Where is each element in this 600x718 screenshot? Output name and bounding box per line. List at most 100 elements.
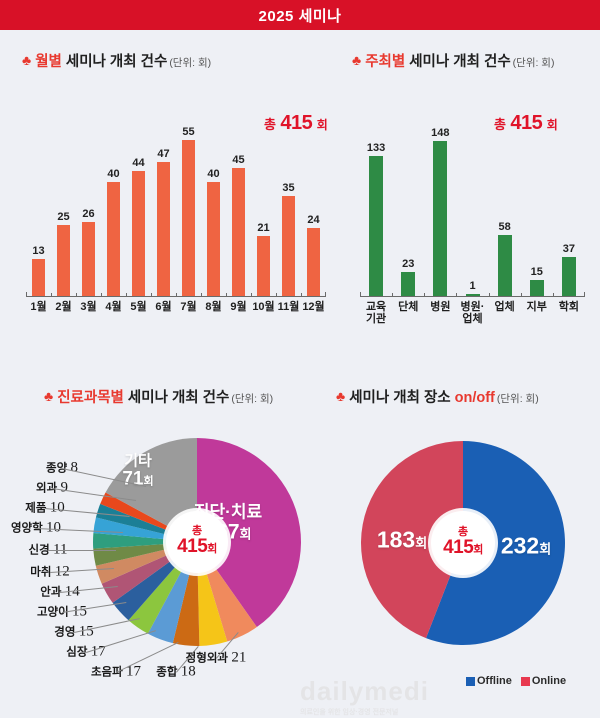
section-title-rest: 세미나 개최 건수 [409,54,511,70]
bar[interactable]: 148 [431,127,450,296]
total-value: 415 [280,112,313,134]
axis-tick [301,293,302,297]
section-title-unit: (단위: 회) [496,393,539,405]
pie-slice-name: 심장 [66,646,88,659]
legend-item[interactable]: Online [520,675,566,687]
bar-value-label: 47 [157,148,170,161]
total-suffix: 회 [316,118,328,132]
bar-fill [497,235,512,296]
axis-tick [176,293,177,297]
pie-slice[interactable] [105,438,197,542]
bar[interactable]: 1 [465,280,480,296]
bar[interactable]: 23 [401,258,416,296]
pie-slice-value: 18 [180,663,196,680]
center-prefix: 총 [457,525,469,538]
bar-fill [561,257,576,296]
total-prefix: 총 [264,117,276,132]
bar-fill [529,280,544,296]
pie-slice-name: 신경 [28,544,50,557]
section-title-rest: 세미나 개최 건수 [65,54,168,70]
bar[interactable]: 13 [32,245,45,296]
x-axis-label: 6월 [155,301,172,313]
bar-value-label: 26 [82,208,95,221]
bar[interactable]: 40 [207,168,220,296]
bar-fill [465,294,480,296]
pie-slice[interactable] [197,438,302,628]
bar-fill [401,271,416,296]
bar[interactable]: 44 [132,157,145,296]
pie-callout-label: 신경 11 [29,542,68,559]
bar[interactable]: 45 [232,154,245,296]
section-title-rest: 세미나 개최 건수 [127,390,230,406]
axis-tick [126,293,127,297]
section-title-highlight: 진료과목별 [57,390,124,406]
bar[interactable]: 58 [497,221,512,296]
total-value: 415 [510,112,543,134]
page-header: 2025 세미나 [0,0,600,30]
axis-endcap [360,292,361,297]
center-prefix: 총 [191,524,203,537]
donut-slice[interactable] [360,441,463,639]
axis-tick [226,293,227,297]
section-title-onoff: on/off [454,390,495,406]
clover-icon: ♣ [336,388,346,404]
pie-leader-line [48,550,116,551]
legend-item[interactable]: Offline [466,675,512,687]
axis-tick [488,293,490,297]
bar-fill [57,224,70,296]
bar[interactable]: 26 [82,208,95,296]
x-axis-label: 업체 [494,301,515,313]
x-axis-line [360,296,585,297]
bar[interactable]: 35 [282,182,295,296]
x-axis-label: 2월 [55,301,72,313]
section-title-monthly: ♣ 월별 세미나 개최 건수 (단위: 회) [22,50,211,71]
pie-slice[interactable] [92,532,197,549]
bar-value-label: 1 [469,280,476,292]
bar-value-label: 55 [182,125,195,138]
bar[interactable]: 47 [157,148,170,296]
pie-slice-name: 제품 [25,502,47,515]
bar[interactable]: 55 [182,126,195,296]
bar[interactable]: 37 [561,243,576,296]
bar[interactable]: 133 [367,142,385,296]
x-axis-label: 10월 [252,301,275,313]
bar-fill [433,140,448,296]
center-value: 415회 [177,535,217,557]
section-title-highlight: 월별 [35,54,62,70]
section-title-organizer: ♣ 주최별 세미나 개최 건수 (단위: 회) [352,50,554,71]
bar[interactable]: 25 [57,211,70,296]
pie-slice-name: 초음파 [90,666,123,679]
x-axis-label: 5월 [130,301,147,313]
bar[interactable]: 40 [107,168,120,296]
axis-tick [456,293,458,297]
x-axis-label: 7월 [180,301,197,313]
pie-callout-label: 외과 9 [36,480,68,497]
axis-tick [552,293,554,297]
venue-donut-svg [360,441,565,645]
axis-tick [392,293,394,297]
x-axis-label: 11월 [277,301,300,313]
pie-slice-value: 17 [126,663,142,680]
section-title-department: ♣ 진료과목별 세미나 개최 건수 (단위: 회) [44,386,273,407]
donut-slice[interactable] [426,441,565,645]
legend-label: Offline [477,675,512,687]
venue-legend: Offline Online [466,675,566,687]
bar[interactable]: 21 [257,222,270,296]
pie-slice-name: 종양 [45,462,68,475]
bar[interactable]: 15 [529,266,544,296]
section-department: ♣ 진료과목별 세미나 개최 건수 (단위: 회) [44,386,273,407]
total-prefix: 총 [494,117,506,132]
donut-slice-value: 232회 [500,532,552,559]
x-axis-label: 8월 [205,301,222,313]
center-suffix: 회 [473,543,483,556]
pie-slice-value: 10 [46,519,62,536]
x-axis-label: 4월 [105,301,122,313]
x-axis-label: 지부 [526,301,547,313]
bar[interactable]: 24 [307,214,320,296]
chart-monthly-bar: 13 1월 25 2월 26 3월 40 4월 44 5월 47 6월 55 7월 40 8월 45 9월 21 10… [26,100,326,313]
pie-slice-value: 9 [60,479,69,496]
bar-value-label: 40 [107,168,120,181]
x-axis-label: 단체 [398,301,419,313]
bar-value-label: 148 [431,126,450,139]
pie-slice-value: 71회 [122,468,154,490]
